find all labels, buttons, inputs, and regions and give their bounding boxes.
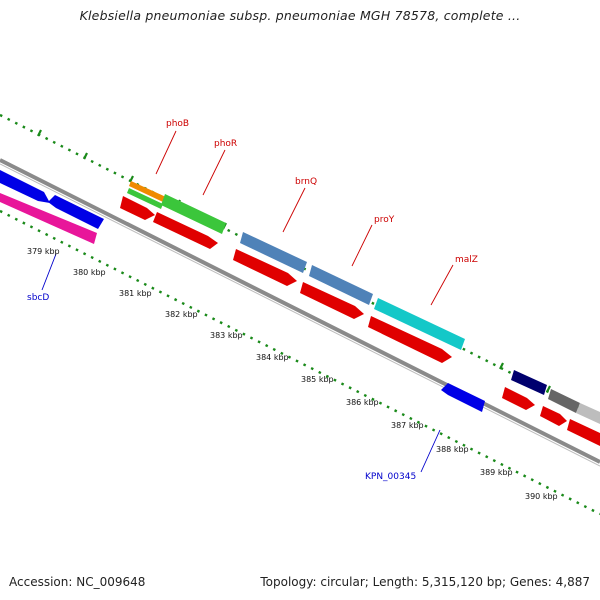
- label-malZ: malZ: [455, 255, 478, 265]
- gene-brnQ[interactable]: [240, 232, 307, 273]
- gene-gray[interactable]: [548, 389, 580, 413]
- inner-dotted-guide: [0, 209, 600, 516]
- gene-red-7[interactable]: [540, 406, 567, 426]
- gene-red-6[interactable]: [502, 387, 535, 410]
- gene-magenta[interactable]: [0, 193, 97, 244]
- tick-label: 384 kbp: [256, 353, 289, 362]
- gene-proY[interactable]: [309, 265, 373, 305]
- label-phoB: phoB: [166, 119, 189, 129]
- gene-red-5[interactable]: [368, 316, 452, 363]
- gene-red-8[interactable]: [567, 419, 600, 446]
- backbone-line-lower: [0, 163, 600, 467]
- label-proY: proY: [374, 215, 395, 225]
- tick-label: 388 kbp: [436, 445, 469, 454]
- tick-label: 385 kbp: [301, 375, 334, 384]
- gene-red-1[interactable]: [120, 196, 155, 220]
- gene-red-3[interactable]: [233, 249, 297, 286]
- label-phoR: phoR: [214, 139, 237, 149]
- label-KPN_00345: KPN_00345: [365, 472, 416, 482]
- label-sbcD: sbcD: [27, 293, 49, 303]
- tick-label: 387 kbp: [391, 421, 424, 430]
- blue-label-leaders: [41, 253, 441, 473]
- gene-red-2[interactable]: [153, 212, 218, 249]
- gene-navy[interactable]: [511, 370, 547, 395]
- tick-label: 389 kbp: [480, 468, 513, 477]
- outer-dotted-guide: [0, 113, 600, 420]
- tick-label: 379 kbp: [27, 247, 60, 256]
- tick-label: 386 kbp: [346, 398, 379, 407]
- gene-blue-reverse[interactable]: [48, 195, 104, 229]
- tick-label: 381 kbp: [119, 289, 152, 298]
- gene-silver[interactable]: [576, 403, 600, 424]
- gene-KPN_00345[interactable]: [441, 383, 485, 412]
- tick-label: 390 kbp: [525, 492, 558, 501]
- tick-label: 383 kbp: [210, 331, 243, 340]
- gene-phoB-green[interactable]: [127, 188, 163, 209]
- accession-text: Accession: NC_009648: [9, 575, 146, 589]
- tick-label: 382 kbp: [165, 310, 198, 319]
- backbone-line-upper: [0, 158, 600, 464]
- red-label-leaders: [155, 130, 454, 306]
- genome-summary-text: Topology: circular; Length: 5,315,120 bp…: [260, 575, 590, 589]
- gene-blue-left[interactable]: [0, 170, 50, 203]
- label-brnQ: brnQ: [295, 177, 317, 187]
- gene-phoB-orange[interactable]: [129, 181, 166, 202]
- gene-phoR-green[interactable]: [161, 194, 226, 234]
- gene-red-4[interactable]: [300, 282, 364, 319]
- gene-malZ[interactable]: [374, 298, 465, 350]
- page-title: Klebsiella pneumoniae subsp. pneumoniae …: [79, 8, 521, 23]
- scale-tick-labels: 379 kbp 380 kbp 381 kbp 382 kbp 383 kbp …: [27, 247, 558, 501]
- tick-label: 380 kbp: [73, 268, 106, 277]
